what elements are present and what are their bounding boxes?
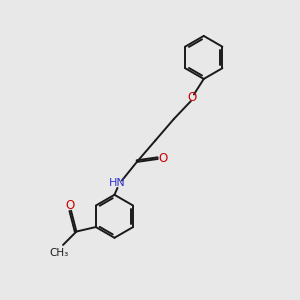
- Text: CH₃: CH₃: [49, 248, 68, 258]
- Text: HN: HN: [109, 178, 126, 188]
- Text: O: O: [66, 199, 75, 212]
- Text: O: O: [188, 91, 197, 104]
- Text: O: O: [158, 152, 167, 166]
